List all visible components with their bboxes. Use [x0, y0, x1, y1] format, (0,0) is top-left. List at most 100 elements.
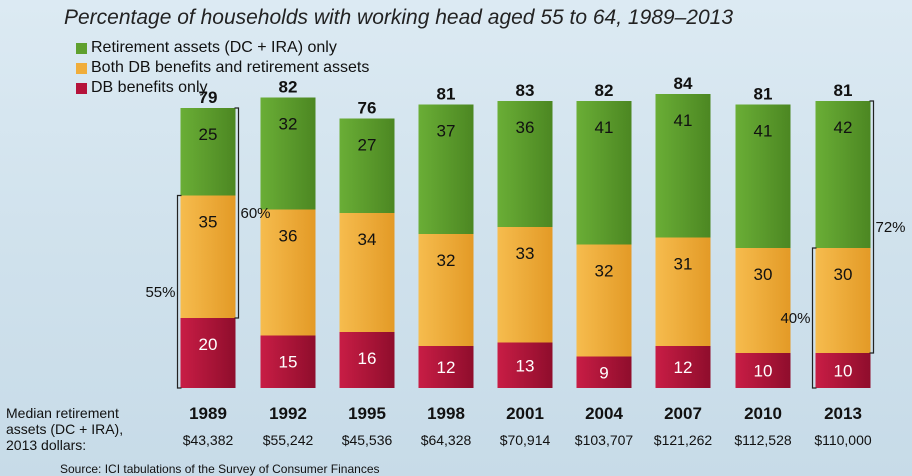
data-label-both-2004: 32: [595, 262, 614, 281]
year-label-2001: 2001: [506, 404, 544, 423]
bar-segment-db-only-1995: [339, 332, 395, 388]
data-label-db-only-2007: 12: [674, 358, 693, 377]
data-label-retirement-assets-2010: 41: [754, 122, 773, 141]
source-note: Source: ICI tabulations of the Survey of…: [60, 462, 380, 476]
data-label-both-2013: 30: [834, 265, 853, 284]
data-label-retirement-assets-2007: 41: [674, 111, 693, 130]
data-label-both-2007: 31: [674, 255, 693, 274]
legend-item-db-only: DB benefits only: [76, 78, 369, 98]
bracket-1989-55-label: 55%: [145, 284, 175, 301]
bar-segment-db-only-2010: [735, 353, 791, 388]
bar-segment-retirement-assets-2007: [655, 94, 711, 238]
legend-swatch-both: [76, 62, 87, 74]
bar-segment-db-only-2013: [815, 353, 871, 388]
bar-segment-both-1995: [339, 213, 395, 332]
bar-segment-retirement-assets-2004: [576, 101, 632, 245]
legend-label-retirement-assets: Retirement assets (DC + IRA) only: [91, 39, 337, 56]
bar-segment-both-2007: [655, 237, 711, 346]
data-label-db-only-1989: 20: [199, 335, 218, 354]
median-value-2007: $121,262: [654, 432, 713, 448]
data-label-both-2001: 33: [516, 244, 535, 263]
year-label-1992: 1992: [269, 404, 307, 423]
data-label-db-only-2010: 10: [754, 362, 773, 381]
total-label-1989: 79: [199, 88, 218, 107]
bar-segment-retirement-assets-2001: [497, 101, 553, 227]
bar-segment-both-1989: [180, 195, 236, 318]
data-label-db-only-1992: 15: [279, 353, 298, 372]
median-value-1989: $43,382: [183, 432, 234, 448]
median-value-1995: $45,536: [342, 432, 393, 448]
bar-segment-both-2013: [815, 248, 871, 353]
bar-segment-retirement-assets-1998: [418, 104, 474, 234]
bar-segment-retirement-assets-1995: [339, 118, 395, 213]
bar-segment-db-only-1998: [418, 346, 474, 388]
data-label-retirement-assets-1995: 27: [358, 136, 377, 155]
data-label-retirement-assets-2004: 41: [595, 118, 614, 137]
bracket-2013-40-line: [811, 247, 817, 389]
legend-item-retirement-assets: Retirement assets (DC + IRA) only: [76, 38, 369, 58]
data-label-both-1992: 36: [279, 227, 298, 246]
year-label-2007: 2007: [664, 404, 702, 423]
data-label-db-only-2013: 10: [834, 362, 853, 381]
total-label-2004: 82: [595, 81, 614, 100]
total-label-2001: 83: [516, 81, 535, 100]
bar-segment-db-only-2001: [497, 342, 553, 388]
total-label-1998: 81: [437, 85, 456, 104]
legend-label-db-only: DB benefits only: [91, 79, 208, 96]
median-label-line-3: 2013 dollars:: [6, 437, 87, 453]
data-label-both-1989: 35: [199, 213, 218, 232]
total-label-2013: 81: [834, 81, 853, 100]
year-label-1995: 1995: [348, 404, 386, 423]
chart-title: Percentage of households with working he…: [64, 6, 734, 29]
year-label-1989: 1989: [189, 404, 227, 423]
data-label-db-only-1998: 12: [437, 358, 456, 377]
bar-segment-both-2001: [497, 227, 553, 343]
total-label-2010: 81: [754, 85, 773, 104]
legend-item-both: Both DB benefits and retirement assets: [76, 58, 369, 78]
legend-swatch-retirement-assets: [76, 42, 87, 54]
bar-segment-retirement-assets-1989: [180, 108, 236, 196]
median-value-2001: $70,914: [500, 432, 551, 448]
total-label-1992: 82: [279, 78, 298, 97]
data-label-db-only-2004: 9: [599, 363, 608, 382]
data-label-retirement-assets-2013: 42: [834, 118, 853, 137]
median-value-2013: $110,000: [814, 432, 872, 448]
median-value-1992: $55,242: [263, 432, 314, 448]
bracket-2013-72-label: 72%: [876, 219, 906, 236]
bar-segment-both-1992: [260, 209, 316, 336]
total-label-1995: 76: [358, 99, 377, 118]
bar-segment-retirement-assets-2010: [735, 104, 791, 248]
median-label-line-1: Median retirement: [6, 405, 119, 421]
data-label-both-1998: 32: [437, 251, 456, 270]
bar-segment-both-2004: [576, 244, 632, 357]
bar-segment-db-only-1989: [180, 318, 236, 388]
median-label-line-2: assets (DC + IRA),: [6, 421, 124, 437]
legend: Retirement assets (DC + IRA) only Both D…: [76, 38, 369, 98]
total-label-2007: 84: [674, 74, 693, 93]
data-label-retirement-assets-1989: 25: [199, 125, 218, 144]
legend-label-both: Both DB benefits and retirement assets: [91, 59, 370, 76]
data-label-both-2010: 30: [754, 265, 773, 284]
bracket-2013-72-line: [869, 100, 875, 354]
median-assets-label: Median retirement assets (DC + IRA), 201…: [6, 405, 123, 453]
bracket-2013-40-label: 40%: [780, 310, 810, 327]
data-label-retirement-assets-1992: 32: [279, 115, 298, 134]
bracket-1989-55-line: [176, 194, 182, 389]
bar-segment-db-only-2007: [655, 346, 711, 388]
year-label-2004: 2004: [585, 404, 623, 423]
bar-segment-db-only-1992: [260, 335, 316, 388]
median-value-2004: $103,707: [575, 432, 634, 448]
bar-segment-db-only-2004: [576, 356, 632, 388]
year-label-2010: 2010: [744, 404, 782, 423]
data-label-db-only-1995: 16: [358, 349, 377, 368]
bar-segment-both-1998: [418, 234, 474, 346]
median-value-2010: $112,528: [734, 432, 792, 448]
legend-swatch-db-only: [76, 82, 87, 94]
year-label-1998: 1998: [427, 404, 465, 423]
median-value-1998: $64,328: [421, 432, 472, 448]
data-label-db-only-2001: 13: [516, 356, 535, 375]
bar-segment-retirement-assets-2013: [815, 101, 871, 248]
bracket-1989-60-label: 60%: [241, 205, 271, 222]
bar-segment-retirement-assets-1992: [260, 97, 316, 210]
